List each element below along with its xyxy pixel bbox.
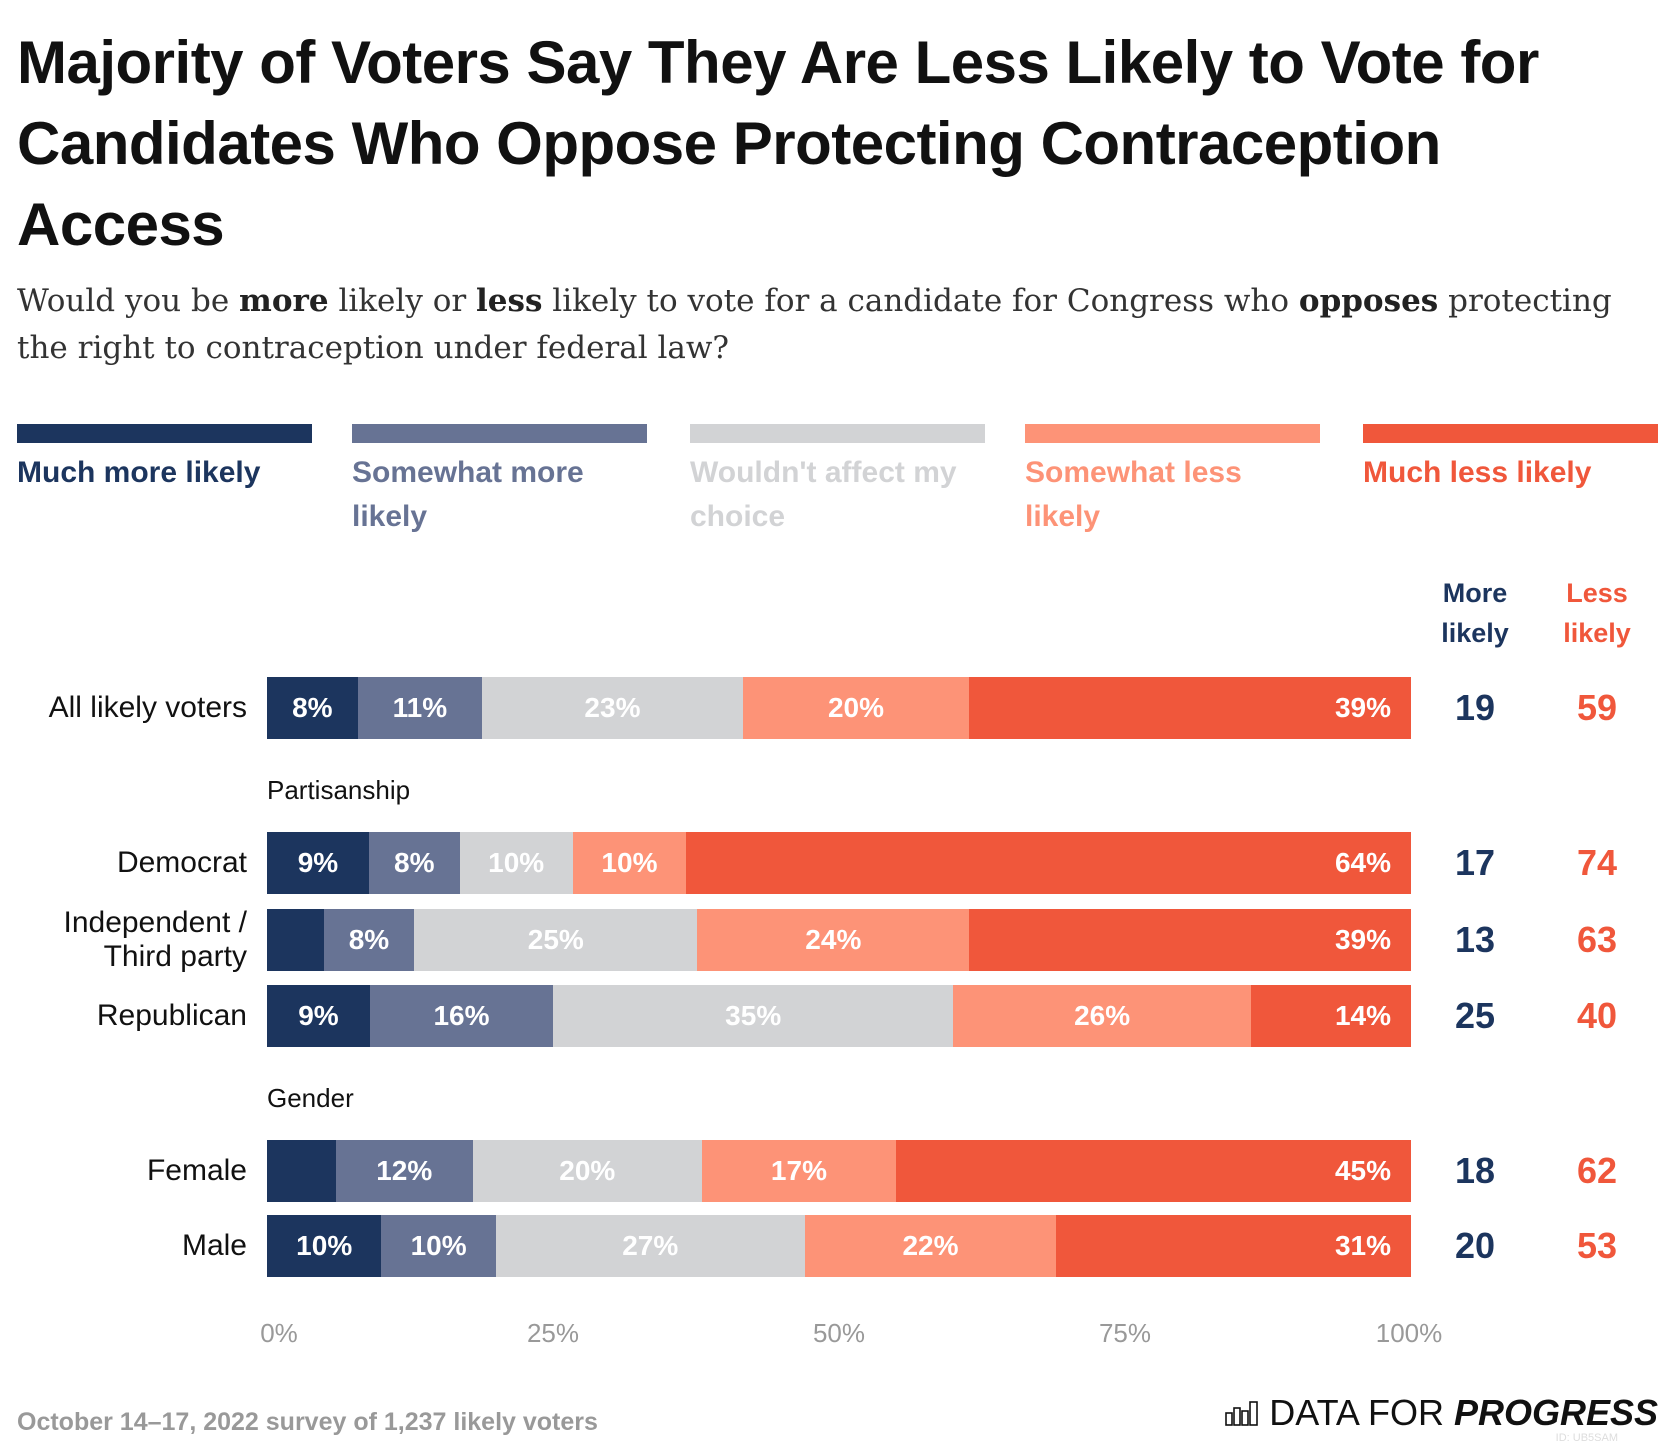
legend-label: Much less likely (1363, 456, 1592, 489)
subtitle-bold: more (239, 283, 329, 319)
bar-segment: 22% (804, 1215, 1057, 1277)
group-label: Gender (267, 1083, 354, 1113)
bar-chart-logo-icon (1225, 1401, 1259, 1426)
chart-id: ID: UB5SAM (1555, 1432, 1618, 1442)
legend-label: Somewhat more likely (352, 456, 584, 533)
bar-segment: 10% (267, 1215, 382, 1277)
less-likely-total: 74 (1576, 842, 1618, 883)
footer-note: October 14–17, 2022 survey of 1,237 like… (17, 1408, 598, 1436)
row-label: Republican (96, 999, 247, 1032)
bar-segment: 10% (572, 832, 687, 894)
subtitle-text: Would you be (17, 283, 240, 319)
logo-text: DATA FOR (1269, 1392, 1444, 1433)
bar-segment: 26% (953, 985, 1251, 1047)
more-likely-total: 25 (1454, 995, 1496, 1036)
bar-segment: 23% (482, 677, 743, 739)
legend-swatch (17, 424, 312, 443)
bar-segment: 39% (969, 677, 1411, 739)
bar-segment: 16% (369, 985, 553, 1047)
bar-segment: 10% (381, 1215, 496, 1277)
row-label: Democrat (116, 846, 247, 879)
chart-subtitle: Would you be more likely or less likely … (17, 278, 1647, 372)
more-likely-total: 13 (1454, 919, 1496, 960)
row-label: Male (181, 1229, 247, 1262)
legend-swatch (1025, 424, 1320, 443)
more-likely-total: 17 (1454, 842, 1496, 883)
bar-segment: 25% (414, 909, 698, 971)
subtitle-bold: opposes (1298, 283, 1439, 319)
bar-segment: 35% (553, 985, 954, 1047)
header-more-likely: More likely (1441, 578, 1509, 648)
more-likely-total: 20 (1454, 1225, 1496, 1266)
bar-segment: 9% (267, 832, 369, 894)
legend-label: Wouldn't affect my choice (690, 456, 957, 533)
bar-segment: 27% (495, 1215, 805, 1277)
x-tick-label: 0% (260, 1318, 298, 1348)
legend-swatch (1363, 424, 1658, 443)
more-likely-total: 18 (1454, 1150, 1496, 1191)
subtitle-text: likely or (328, 283, 477, 319)
legend-item: Much less likely (1363, 424, 1658, 495)
less-likely-total: 53 (1576, 1225, 1618, 1266)
bar-segment: 10% (459, 832, 573, 894)
bar-segment: 20% (472, 1140, 702, 1202)
legend-item: Somewhat more likely (352, 424, 647, 539)
bar-segment: 9% (267, 985, 370, 1047)
logo-text-bold: PROGRESS (1453, 1392, 1658, 1433)
bar-segment: 8% (323, 909, 415, 971)
bar-segment: 8% (368, 832, 460, 894)
x-tick-label: 50% (812, 1318, 866, 1348)
less-likely-total: 63 (1576, 919, 1618, 960)
less-likely-total: 40 (1576, 995, 1618, 1036)
bar-segment: 14% (1250, 985, 1411, 1047)
bar-segment: 31% (1056, 1215, 1411, 1277)
legend-swatch (690, 424, 985, 443)
bar-segment: 11% (357, 677, 483, 739)
row-label: Independent / Third party (63, 906, 247, 973)
logo: DATA FOR PROGRESS (1225, 1392, 1658, 1434)
bar-segment: 45% (896, 1140, 1411, 1202)
x-tick-label: 75% (1098, 1318, 1152, 1348)
row-label: Female (146, 1154, 247, 1187)
less-likely-total: 62 (1576, 1150, 1618, 1191)
subtitle-text: protecting the right to contraception un… (17, 283, 1612, 366)
bar-segment: 39% (969, 909, 1411, 971)
legend-item: Wouldn't affect my choice (690, 424, 985, 539)
header-less-likely: Less likely (1563, 578, 1631, 648)
bar-segment (267, 909, 324, 971)
bar-segment: 8% (267, 677, 358, 739)
bar-segment: 17% (701, 1140, 897, 1202)
chart-title: Majority of Voters Say They Are Less Lik… (17, 29, 1539, 258)
bar-segment: 24% (697, 909, 970, 971)
legend-label: Much more likely (17, 456, 261, 489)
bar-segment (267, 1140, 336, 1202)
x-tick-label: 25% (526, 1318, 580, 1348)
bar-segment: 12% (335, 1140, 473, 1202)
legend-label: Somewhat less likely (1025, 456, 1242, 533)
legend-item: Somewhat less likely (1025, 424, 1320, 539)
bar-segment: 20% (742, 677, 970, 739)
subtitle-text: likely to vote for a candidate for Congr… (542, 283, 1299, 319)
group-label: Partisanship (267, 775, 411, 805)
less-likely-total: 59 (1576, 687, 1618, 728)
row-label: All likely voters (48, 691, 247, 724)
subtitle-bold: less (476, 283, 543, 319)
x-tick-label: 100% (1375, 1318, 1443, 1348)
legend-swatch (352, 424, 647, 443)
more-likely-total: 19 (1454, 687, 1496, 728)
legend-item: Much more likely (17, 424, 312, 495)
bar-segment: 64% (686, 832, 1411, 894)
